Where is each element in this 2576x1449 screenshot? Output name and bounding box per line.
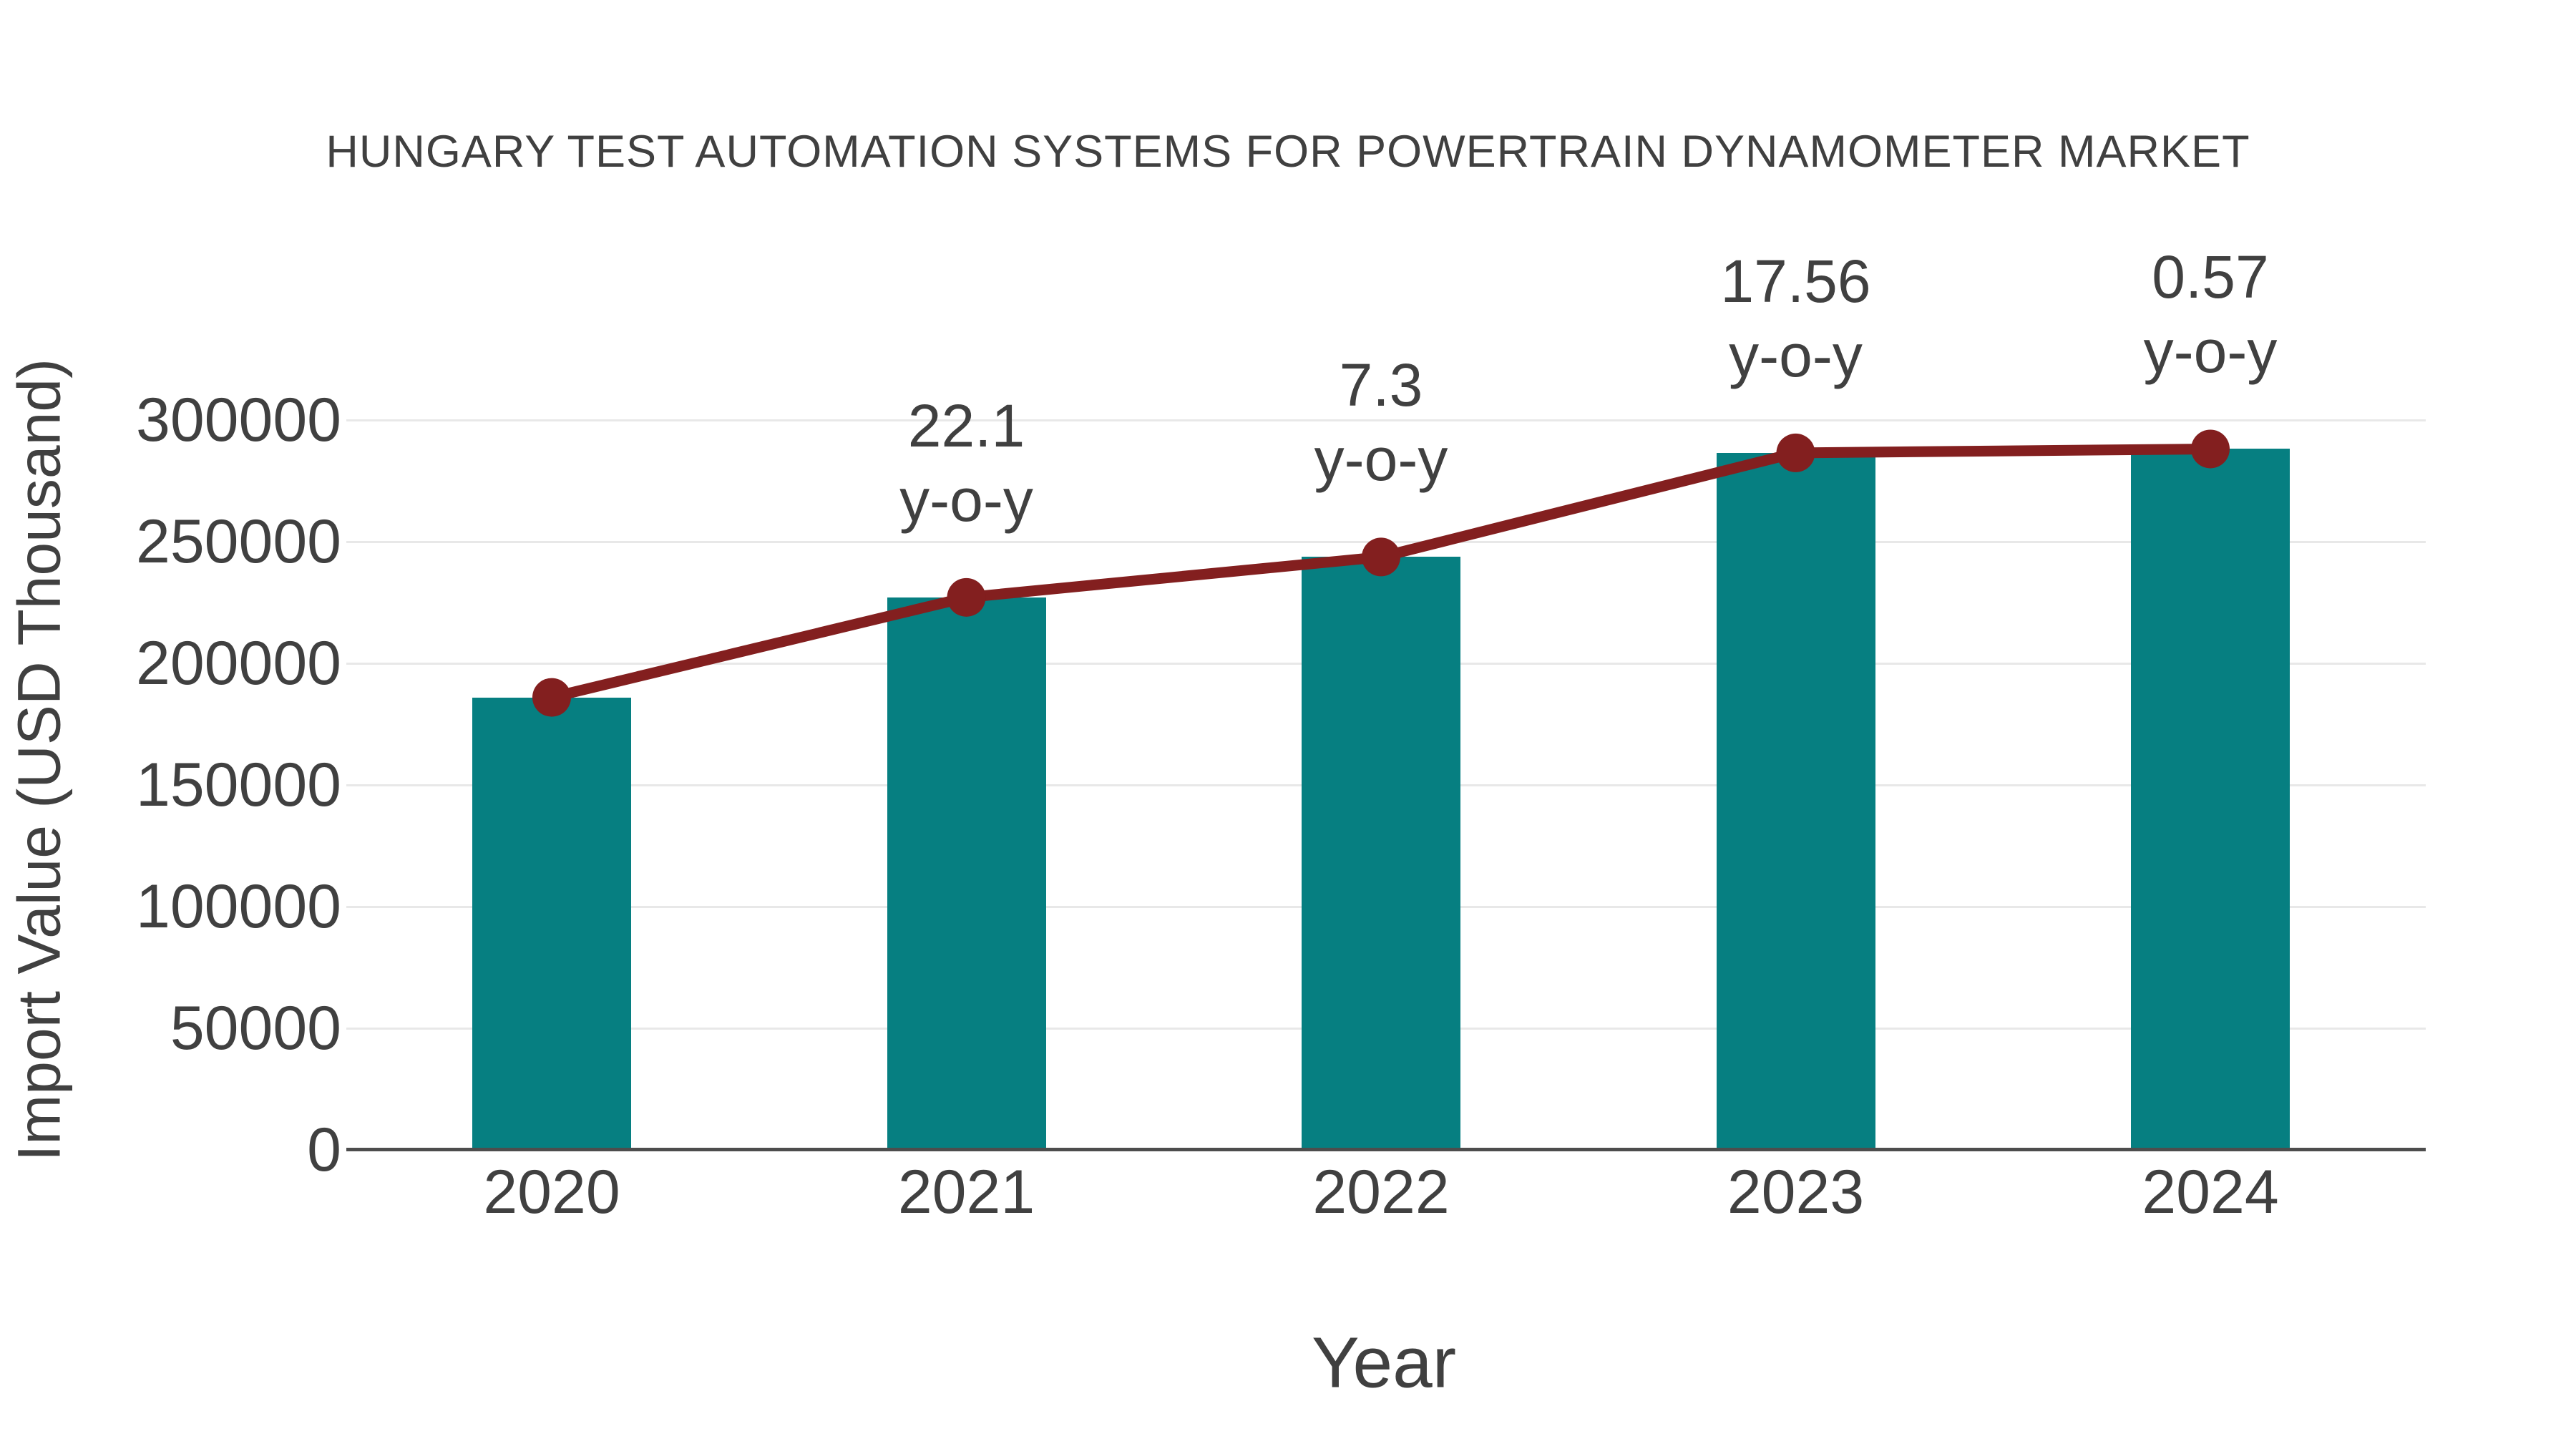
x-tick-label-2020: 2020 — [483, 1158, 620, 1226]
y-tick-label-200000: 200000 — [136, 629, 341, 698]
y-tick-label-150000: 150000 — [136, 751, 341, 819]
y-tick-label-50000: 50000 — [170, 994, 341, 1063]
y-tick-label-100000: 100000 — [136, 872, 341, 941]
bar-2022 — [1302, 557, 1460, 1150]
bar-2021 — [887, 597, 1046, 1150]
y-tick-label-300000: 300000 — [136, 386, 341, 454]
chart-title: HUNGARY TEST AUTOMATION SYSTEMS FOR POWE… — [326, 127, 2250, 177]
annotation-value: 7.3 — [1339, 351, 1423, 419]
annotation-value: 0.57 — [2152, 243, 2269, 311]
bar-2020 — [472, 697, 631, 1150]
x-tick-label-2021: 2021 — [897, 1158, 1035, 1226]
y-tick-label-0: 0 — [307, 1116, 341, 1184]
x-tick-label-2022: 2022 — [1312, 1158, 1450, 1226]
gridline-250000 — [346, 540, 2426, 543]
annotation-2023: 17.56 y-o-y — [1546, 244, 2046, 393]
annotation-value: 17.56 — [1720, 247, 1871, 315]
annotation-unit: y-o-y — [1729, 321, 1863, 389]
x-axis-line — [346, 1148, 2426, 1151]
x-tick-label-2024: 2024 — [2142, 1158, 2279, 1226]
bar-2023 — [1716, 452, 1875, 1150]
x-tick-label-2023: 2023 — [1727, 1158, 1865, 1226]
annotation-2024: 0.57 y-o-y — [1960, 240, 2461, 389]
y-tick-label-250000: 250000 — [136, 507, 341, 576]
annotation-unit: y-o-y — [2143, 318, 2278, 386]
x-axis-title: Year — [1311, 1322, 1457, 1403]
annotation-unit: y-o-y — [1314, 426, 1448, 494]
gridline-300000 — [346, 419, 2426, 421]
bar-2024 — [2131, 449, 2290, 1150]
